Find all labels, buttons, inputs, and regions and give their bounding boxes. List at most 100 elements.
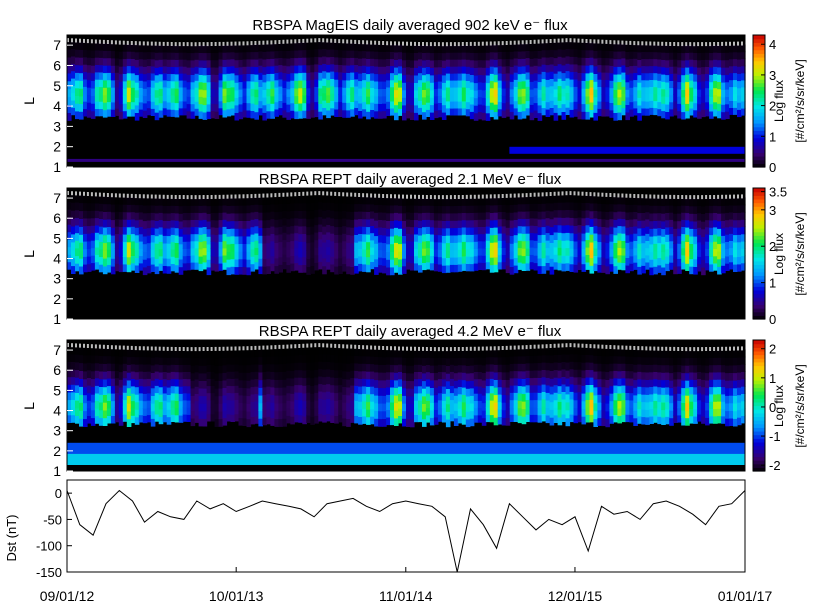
flux-cell [461, 93, 467, 102]
flux-cell [106, 249, 112, 258]
flux-cell [418, 357, 423, 365]
flux-cell [362, 218, 367, 227]
flux-cell [649, 86, 654, 94]
orbit-edge-mark [617, 40, 620, 45]
flux-cell [118, 96, 124, 105]
flux-cell [374, 371, 379, 381]
flux-cell [266, 386, 271, 395]
flux-cell [222, 197, 228, 206]
flux-cell [346, 211, 351, 220]
flux-cell [469, 402, 475, 412]
flux-cell [354, 85, 359, 94]
flux-cell [525, 100, 531, 109]
flux-cell [154, 363, 160, 372]
flux-cell [222, 247, 228, 256]
orbit-edge-mark [493, 41, 496, 46]
flux-cell [154, 52, 160, 61]
flux-cell [114, 348, 120, 357]
flux-cell [178, 59, 184, 67]
flux-cell [230, 235, 236, 244]
flux-cell [593, 65, 598, 74]
flux-cell [326, 201, 331, 210]
flux-cell [398, 251, 403, 260]
flux-cell [406, 261, 411, 270]
orbit-edge-mark [453, 347, 456, 351]
orbit-edge-mark [621, 193, 624, 198]
flux-cell [581, 210, 587, 219]
orbit-edge-mark [214, 42, 217, 46]
flux-cell [402, 212, 407, 221]
flux-cell [461, 394, 467, 403]
flux-cell [513, 43, 519, 52]
flux-cell [485, 261, 491, 270]
flux-cell [685, 66, 690, 75]
flux-cell [334, 49, 339, 58]
flux-cell [130, 378, 136, 387]
flux-cell [118, 379, 124, 388]
flux-cell [258, 204, 263, 213]
flux-cell [314, 109, 319, 118]
flux-cell [390, 356, 395, 365]
flux-cell [625, 74, 630, 83]
flux-cell [226, 392, 232, 401]
flux-cell [83, 93, 88, 102]
flux-cell [437, 220, 443, 228]
flux-cell [501, 261, 507, 270]
flux-cell [549, 78, 555, 87]
flux-cell [597, 203, 602, 212]
flux-cell [186, 67, 192, 75]
flux-cell [278, 249, 283, 258]
flux-cell [729, 219, 734, 227]
flux-cell [469, 410, 475, 419]
flux-cell [429, 233, 435, 242]
flux-cell [429, 212, 435, 221]
flux-cell [549, 85, 555, 94]
flux-cell [262, 227, 267, 236]
flux-cell [721, 59, 726, 68]
flux-cell [489, 264, 495, 273]
flux-cell [75, 232, 80, 241]
flux-cell [406, 254, 411, 263]
flux-cell [198, 387, 204, 397]
flux-cell [266, 393, 271, 402]
flux-cell [429, 219, 435, 228]
flux-cell [362, 248, 367, 257]
flux-cell [83, 346, 88, 356]
flux-cell [162, 265, 168, 274]
orbit-edge-mark [294, 39, 297, 44]
flux-cell [330, 202, 335, 211]
flux-cell [505, 212, 511, 221]
flux-cell [609, 109, 614, 118]
orbit-edge-mark [437, 195, 440, 200]
flux-cell [214, 219, 220, 228]
orbit-edge-mark [162, 346, 165, 351]
flux-cell [266, 73, 271, 82]
flux-cell [102, 234, 108, 244]
flux-cell [254, 111, 259, 120]
flux-cell [425, 261, 431, 270]
flux-cell [122, 66, 128, 74]
colorbar-segment [753, 191, 765, 196]
flux-cell [705, 262, 710, 271]
flux-cell [517, 43, 523, 52]
flux-cell [505, 94, 511, 103]
flux-cell [601, 195, 606, 204]
flux-cell [569, 56, 575, 65]
flux-cell [110, 355, 116, 364]
flux-cell [441, 357, 447, 366]
flux-cell [609, 256, 614, 265]
flux-cell [737, 204, 742, 213]
flux-cell [102, 250, 108, 259]
colorbar-segment [753, 152, 765, 157]
flux-cell [106, 241, 112, 250]
orbit-edge-mark [234, 194, 237, 199]
colorbar-segment [753, 282, 765, 287]
flux-cell [561, 217, 567, 226]
flux-cell [509, 111, 515, 120]
flux-cell [270, 248, 275, 257]
flux-cell [174, 205, 180, 214]
flux-cell [465, 227, 471, 235]
orbit-edge-mark [609, 193, 612, 197]
flux-cell [150, 349, 156, 358]
orbit-edge-mark [79, 191, 81, 196]
